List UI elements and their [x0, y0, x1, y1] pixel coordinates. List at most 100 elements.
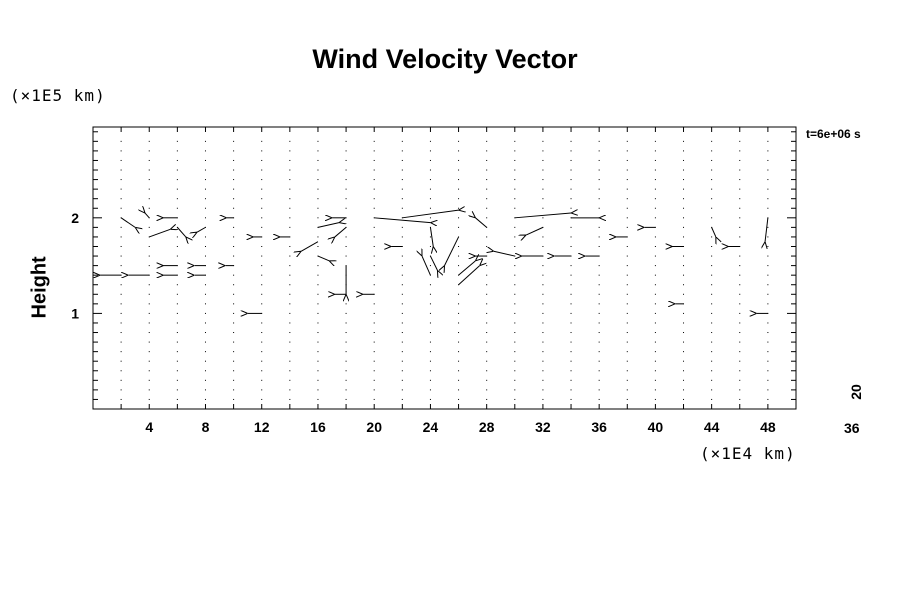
grid-dot — [767, 303, 769, 305]
grid-dot — [458, 169, 460, 171]
grid-dot — [401, 265, 403, 267]
grid-dot — [120, 226, 122, 228]
grid-dot — [401, 207, 403, 209]
grid-dot — [233, 322, 235, 324]
grid-dot — [261, 332, 263, 334]
grid-dot — [598, 284, 600, 286]
grid-dot — [739, 389, 741, 391]
grid-dot — [542, 159, 544, 161]
grid-dot — [654, 398, 656, 400]
grid-dot — [486, 150, 488, 152]
grid-dot — [626, 159, 628, 161]
grid-dot — [345, 360, 347, 362]
grid-dot — [401, 360, 403, 362]
grid-dot — [120, 207, 122, 209]
grid-dot — [626, 332, 628, 334]
grid-dot — [542, 398, 544, 400]
grid-dot — [767, 236, 769, 238]
grid-dot — [654, 207, 656, 209]
grid-dot — [626, 351, 628, 353]
grid-dot — [204, 312, 206, 314]
grid-dot — [373, 341, 375, 343]
grid-dot — [711, 188, 713, 190]
grid-dot — [204, 188, 206, 190]
grid-dot — [570, 150, 572, 152]
grid-dot — [626, 188, 628, 190]
x-tick-label: 36 — [591, 419, 607, 435]
grid-dot — [317, 332, 319, 334]
grid-dot — [739, 398, 741, 400]
grid-dot — [429, 341, 431, 343]
grid-dot — [317, 312, 319, 314]
grid-dot — [711, 341, 713, 343]
grid-dot — [233, 198, 235, 200]
grid-dot — [289, 159, 291, 161]
grid-dot — [654, 322, 656, 324]
grid-dot — [542, 217, 544, 219]
grid-dot — [739, 140, 741, 142]
grid-dot — [401, 312, 403, 314]
grid-dot — [204, 341, 206, 343]
grid-dot — [486, 188, 488, 190]
grid-dot — [261, 255, 263, 257]
grid-dot — [542, 322, 544, 324]
grid-dot — [570, 303, 572, 305]
grid-dot — [148, 207, 150, 209]
grid-dot — [204, 150, 206, 152]
grid-dot — [120, 303, 122, 305]
grid-dot — [373, 245, 375, 247]
grid-dot — [261, 351, 263, 353]
grid-dot — [176, 379, 178, 381]
grid-dot — [683, 370, 685, 372]
grid-dot — [204, 360, 206, 362]
grid-dot — [767, 360, 769, 362]
grid-dot — [654, 159, 656, 161]
grid-dot — [261, 284, 263, 286]
grid-dot — [486, 284, 488, 286]
plot-frame — [92, 126, 797, 410]
grid-dot — [317, 322, 319, 324]
grid-dot — [373, 332, 375, 334]
grid-dot — [767, 226, 769, 228]
grid-dot — [654, 236, 656, 238]
grid-dot — [317, 303, 319, 305]
grid-dot — [373, 389, 375, 391]
grid-dot — [317, 370, 319, 372]
grid-dot — [120, 379, 122, 381]
x-tick-label: 16 — [310, 419, 326, 435]
grid-dot — [683, 351, 685, 353]
grid-dot — [458, 198, 460, 200]
grid-dot — [458, 188, 460, 190]
grid-dot — [711, 303, 713, 305]
grid-dot — [683, 360, 685, 362]
grid-dot — [458, 140, 460, 142]
grid-dot — [120, 332, 122, 334]
grid-dot — [176, 351, 178, 353]
grid-dot — [317, 293, 319, 295]
grid-dot — [401, 274, 403, 276]
grid-dot — [654, 379, 656, 381]
grid-dot — [148, 265, 150, 267]
side-label-bottom: 36 — [844, 420, 860, 436]
grid-dot — [373, 379, 375, 381]
grid-dot — [373, 140, 375, 142]
grid-dot — [204, 207, 206, 209]
grid-dot — [683, 341, 685, 343]
grid-dot — [120, 360, 122, 362]
grid-dot — [148, 341, 150, 343]
wind-vector — [458, 266, 480, 286]
grid-dot — [514, 169, 516, 171]
grid-dot — [739, 284, 741, 286]
grid-dot — [542, 341, 544, 343]
grid-dot — [711, 332, 713, 334]
grid-dot — [373, 303, 375, 305]
grid-dot — [233, 303, 235, 305]
grid-dot — [486, 265, 488, 267]
x-tick-label: 4 — [145, 419, 153, 435]
grid-dot — [739, 179, 741, 181]
grid-dot — [429, 398, 431, 400]
grid-dot — [542, 236, 544, 238]
grid-dot — [570, 312, 572, 314]
grid-dot — [429, 265, 431, 267]
grid-dot — [683, 207, 685, 209]
